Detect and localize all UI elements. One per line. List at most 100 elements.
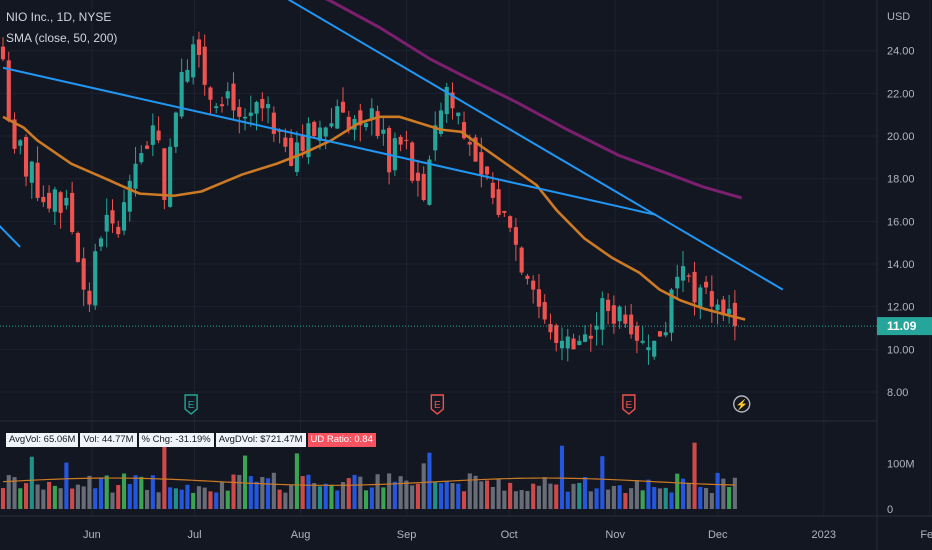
split-event-icon xyxy=(733,395,751,413)
candle-body xyxy=(150,125,155,145)
candle-body xyxy=(202,46,207,85)
candle-body xyxy=(266,104,271,109)
volume-bar xyxy=(387,473,392,509)
price-tick-label: 24.00 xyxy=(887,46,915,58)
price-candles xyxy=(0,31,737,365)
volume-bar xyxy=(369,487,374,509)
candle-body xyxy=(168,146,173,207)
volume-bar xyxy=(485,480,490,509)
volume-bar xyxy=(266,478,271,509)
candle-body xyxy=(242,116,248,119)
candle-body xyxy=(219,104,225,107)
candle-body xyxy=(0,46,6,60)
candle-body xyxy=(531,280,536,290)
candle-body xyxy=(542,302,547,320)
candle-body xyxy=(634,325,639,341)
volume-bar xyxy=(606,489,611,509)
candle-body xyxy=(410,142,415,181)
volume-bar xyxy=(52,485,57,509)
time-tick-label: Feb xyxy=(920,529,932,541)
candle-body xyxy=(208,87,213,100)
candle-body xyxy=(340,101,346,113)
trendline xyxy=(287,0,784,291)
candle-body xyxy=(727,308,732,315)
candle-body xyxy=(392,138,397,171)
candle-body xyxy=(52,189,57,212)
time-tick-label: Aug xyxy=(291,529,311,541)
candle-body xyxy=(29,161,34,183)
volume-bar xyxy=(156,492,161,509)
candle-body xyxy=(479,152,484,175)
volume-bar xyxy=(640,490,645,509)
sma-indicator-legend[interactable]: SMA (close, 50, 200) xyxy=(6,31,118,45)
candle-body xyxy=(173,112,178,147)
candle-body xyxy=(191,44,196,78)
candle-body xyxy=(721,299,726,316)
event-label: E xyxy=(626,400,633,411)
time-tick-label: Sep xyxy=(397,529,417,541)
volume-bar xyxy=(191,492,196,509)
candle-body xyxy=(467,141,472,145)
volume-bar xyxy=(398,476,403,509)
candle-body xyxy=(398,136,403,145)
candle-body xyxy=(271,112,276,134)
symbol-title[interactable]: NIO Inc., 1D, NYSE xyxy=(6,10,112,24)
volume-bar xyxy=(116,485,121,509)
volume-bar xyxy=(652,487,657,509)
volume-ma xyxy=(2,477,735,486)
candle-body xyxy=(490,182,495,198)
volume-bar xyxy=(646,479,651,509)
volume-bar xyxy=(242,455,248,509)
candle-body xyxy=(502,210,507,213)
volume-bar xyxy=(675,473,680,509)
candle-body xyxy=(559,340,565,349)
time-tick-label: Oct xyxy=(501,529,518,541)
candle-body xyxy=(600,298,605,330)
earnings-event-icon xyxy=(184,394,198,415)
volume-bar xyxy=(150,475,155,509)
volume-bar xyxy=(554,484,559,509)
candle-body xyxy=(657,331,663,337)
candle-body xyxy=(121,202,127,231)
volume-bar xyxy=(715,472,720,509)
last-price-label: 11.09 xyxy=(0,317,932,336)
candle-body xyxy=(421,173,426,201)
volume-bar xyxy=(657,488,663,509)
candle-body xyxy=(461,122,467,139)
volume-bar xyxy=(427,452,432,509)
candle-body xyxy=(277,130,282,132)
volume-bar xyxy=(473,475,478,509)
volume-bar xyxy=(438,483,444,509)
candle-body xyxy=(260,98,265,109)
candle-body xyxy=(525,275,530,279)
candle-body xyxy=(98,238,104,247)
event-markers: E E E ⚡ xyxy=(184,394,751,415)
volume-bar xyxy=(692,442,697,509)
volume-bar xyxy=(415,483,420,509)
volume-bar xyxy=(704,487,709,509)
volume-bar xyxy=(47,481,52,509)
price-tick-label: 12.00 xyxy=(887,302,915,314)
volume-bar xyxy=(173,488,178,509)
candle-body xyxy=(12,119,17,149)
volume-bar xyxy=(219,482,225,509)
candle-body xyxy=(704,281,709,288)
stat-vol: Vol: 44.77M xyxy=(80,433,137,447)
price-tick-label: 10.00 xyxy=(887,344,915,356)
volume-bar xyxy=(582,476,588,509)
price-axis[interactable]: USD 24.00 22.00 20.00 18.00 16.00 14.00 12.00 1… xyxy=(887,11,915,516)
event-label: E xyxy=(188,400,195,411)
time-axis[interactable]: MayJunJulAugSepOctNovDec2023Feb xyxy=(0,529,932,541)
volume-bar xyxy=(87,475,92,509)
volume-bar xyxy=(513,491,518,509)
indicator-lines xyxy=(0,0,784,321)
earnings-event-icon xyxy=(622,394,636,415)
candle-body xyxy=(588,335,593,339)
volume-bar xyxy=(600,456,605,509)
volume-bar xyxy=(358,476,363,509)
candle-body xyxy=(577,340,582,346)
volume-bar xyxy=(392,481,397,509)
candle-body xyxy=(179,72,184,117)
volume-bar xyxy=(202,487,207,509)
